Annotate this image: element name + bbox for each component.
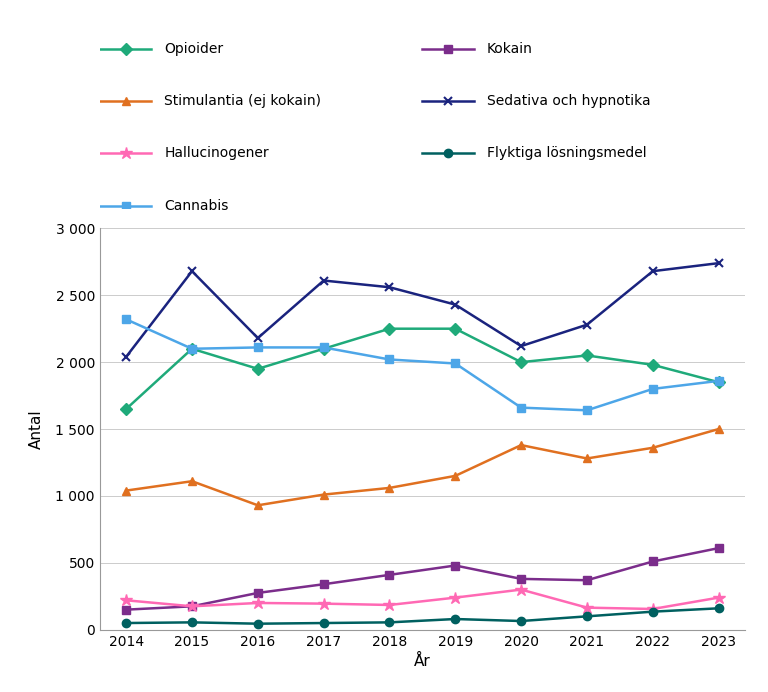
Text: Sedativa och hypnotika: Sedativa och hypnotika [487, 94, 650, 108]
Line: Cannabis: Cannabis [122, 315, 723, 415]
Opioider [319, 345, 328, 353]
Opioider [517, 358, 526, 366]
Cannabis [714, 376, 723, 385]
Hallucinogener [582, 603, 591, 612]
Flyktiga lösningsmedel [517, 617, 526, 625]
Hallucinogener [187, 602, 197, 610]
Line: Stimulantia (ej kokain): Stimulantia (ej kokain) [122, 425, 723, 509]
Hallucinogener [714, 594, 723, 602]
Opioider [385, 325, 394, 333]
Text: Opioider: Opioider [164, 42, 223, 56]
Text: Cannabis: Cannabis [164, 199, 229, 212]
Opioider [648, 361, 657, 369]
Kokain [253, 589, 263, 597]
Line: Opioider: Opioider [122, 325, 723, 413]
Cannabis [517, 403, 526, 412]
Line: Kokain: Kokain [122, 544, 723, 614]
Cannabis [648, 385, 657, 393]
Opioider [582, 352, 591, 360]
Hallucinogener [648, 605, 657, 613]
Cannabis [319, 343, 328, 352]
Opioider [714, 378, 723, 386]
Hallucinogener [253, 599, 263, 607]
Stimulantia (ej kokain) [714, 425, 723, 433]
Kokain [121, 606, 131, 614]
Hallucinogener [451, 594, 460, 602]
Opioider [187, 345, 197, 353]
Kokain [451, 561, 460, 570]
Sedativa och hypnotika [385, 283, 394, 291]
Hallucinogener [121, 596, 131, 604]
Sedativa och hypnotika [253, 334, 263, 343]
Opioider [253, 365, 263, 373]
Flyktiga lösningsmedel [319, 619, 328, 627]
X-axis label: År: År [414, 654, 431, 669]
Stimulantia (ej kokain) [517, 441, 526, 449]
Kokain [582, 576, 591, 584]
Kokain [385, 571, 394, 579]
Text: Flyktiga lösningsmedel: Flyktiga lösningsmedel [487, 146, 647, 161]
Sedativa och hypnotika [582, 320, 591, 329]
Flyktiga lösningsmedel [385, 618, 394, 626]
Hallucinogener [319, 599, 328, 608]
Cannabis [121, 315, 131, 323]
Sedativa och hypnotika [451, 300, 460, 309]
Text: Stimulantia (ej kokain): Stimulantia (ej kokain) [164, 94, 321, 108]
Flyktiga lösningsmedel [253, 619, 263, 628]
Sedativa och hypnotika [517, 342, 526, 350]
Kokain [517, 575, 526, 583]
Stimulantia (ej kokain) [121, 486, 131, 495]
Cannabis [385, 355, 394, 363]
Stimulantia (ej kokain) [648, 444, 657, 452]
Flyktiga lösningsmedel [187, 618, 197, 626]
Flyktiga lösningsmedel [648, 608, 657, 616]
Stimulantia (ej kokain) [253, 501, 263, 509]
Sedativa och hypnotika [121, 353, 131, 361]
Cannabis [187, 345, 197, 353]
Cannabis [582, 406, 591, 415]
Hallucinogener [385, 601, 394, 609]
Flyktiga lösningsmedel [582, 612, 591, 621]
Stimulantia (ej kokain) [385, 484, 394, 492]
Stimulantia (ej kokain) [187, 477, 197, 485]
Stimulantia (ej kokain) [582, 455, 591, 463]
Flyktiga lösningsmedel [451, 615, 460, 623]
Cannabis [253, 343, 263, 352]
Kokain [187, 602, 197, 610]
Text: Kokain: Kokain [487, 42, 533, 56]
Flyktiga lösningsmedel [121, 619, 131, 627]
Sedativa och hypnotika [187, 267, 197, 275]
Text: Hallucinogener: Hallucinogener [164, 146, 269, 161]
Stimulantia (ej kokain) [451, 472, 460, 480]
Cannabis [451, 359, 460, 367]
Line: Hallucinogener: Hallucinogener [120, 583, 725, 615]
Kokain [319, 580, 328, 588]
Hallucinogener [517, 585, 526, 594]
Sedativa och hypnotika [714, 259, 723, 267]
Opioider [121, 405, 131, 413]
Opioider [451, 325, 460, 333]
Y-axis label: Antal: Antal [29, 409, 45, 449]
Sedativa och hypnotika [648, 267, 657, 275]
Flyktiga lösningsmedel [714, 604, 723, 612]
Kokain [648, 557, 657, 565]
Line: Sedativa och hypnotika: Sedativa och hypnotika [122, 259, 723, 361]
Line: Flyktiga lösningsmedel: Flyktiga lösningsmedel [122, 604, 723, 628]
Kokain [714, 544, 723, 552]
Stimulantia (ej kokain) [319, 491, 328, 499]
Sedativa och hypnotika [319, 276, 328, 284]
